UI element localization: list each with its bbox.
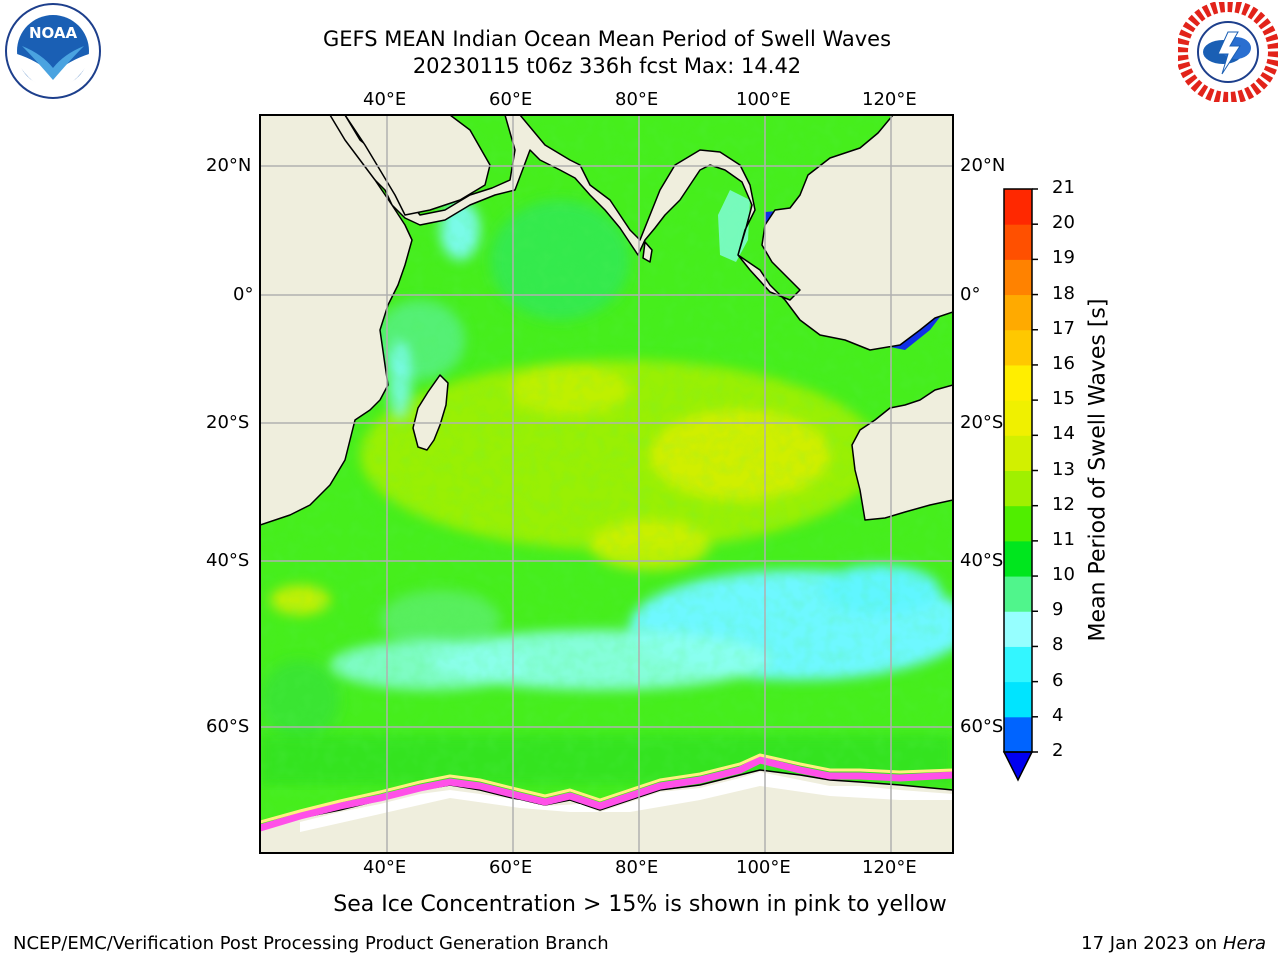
lat-tick-left: 60°S bbox=[206, 716, 250, 737]
lat-tick-left: 20°S bbox=[206, 412, 250, 433]
lat-tick-right: 0° bbox=[960, 284, 981, 305]
sri-lanka bbox=[642, 241, 653, 263]
colorbar-tick-label: 8 bbox=[1052, 634, 1064, 656]
colorbar-tick-label: 10 bbox=[1052, 564, 1075, 586]
colorbar-tick-label: 19 bbox=[1052, 247, 1075, 269]
colorbar-swatch bbox=[1004, 470, 1032, 507]
colorbar-swatch bbox=[1004, 189, 1032, 225]
sea-ice-note: Sea Ice Concentration > 15% is shown in … bbox=[333, 892, 947, 917]
lon-tick-bottom: 120°E bbox=[862, 857, 917, 878]
colorbar-swatch bbox=[1004, 681, 1032, 718]
noaa-logo-text: NOAA bbox=[29, 24, 78, 42]
lon-tick-bottom: 100°E bbox=[736, 857, 791, 878]
map-title: GEFS MEAN Indian Ocean Mean Period of Sw… bbox=[322, 27, 892, 51]
lat-tick-left: 20°N bbox=[206, 155, 252, 176]
sea-ice-region bbox=[260, 753, 953, 832]
colorbar-swatch bbox=[1004, 505, 1032, 542]
colorbar-tick-label: 4 bbox=[1052, 704, 1064, 726]
colorbar-swatch bbox=[1004, 576, 1032, 612]
lon-tick-top: 80°E bbox=[615, 89, 659, 110]
colorbar-swatch bbox=[1004, 329, 1032, 366]
nws-logo bbox=[1178, 2, 1278, 102]
lon-tick-bottom: 60°E bbox=[489, 857, 533, 878]
colorbar-swatch bbox=[1004, 540, 1032, 577]
lat-tick-right: 20°S bbox=[960, 412, 1004, 433]
colorbar-tick-label: 21 bbox=[1052, 177, 1075, 198]
colorbar-tick-label: 12 bbox=[1052, 493, 1075, 515]
colorbar-tick-label: 16 bbox=[1052, 352, 1075, 374]
lat-tick-right: 20°N bbox=[960, 155, 1006, 176]
colorbar-swatch bbox=[1004, 224, 1032, 260]
colorbar-tick-label: 18 bbox=[1052, 282, 1075, 304]
machine-name: Hera bbox=[1222, 933, 1266, 954]
lon-tick-top: 60°E bbox=[489, 89, 533, 110]
colorbar-swatch bbox=[1004, 646, 1032, 683]
colorbar-swatch bbox=[1004, 259, 1032, 296]
colorbar-swatch bbox=[1004, 400, 1032, 436]
africa-arabia-land bbox=[260, 115, 953, 351]
graticule bbox=[260, 115, 953, 853]
colorbar-swatch bbox=[1004, 435, 1032, 471]
run-date-text: 17 Jan 2023 on bbox=[1081, 933, 1218, 954]
colorbar-tick-label: 17 bbox=[1052, 317, 1075, 339]
map-frame bbox=[259, 114, 954, 854]
colorbar-swatch bbox=[1004, 294, 1032, 331]
australia bbox=[851, 384, 953, 521]
map-subtitle: 20230115 t06z 336h fcst Max: 14.42 bbox=[412, 54, 802, 78]
colorbar-tick-label: 15 bbox=[1052, 388, 1075, 410]
lon-tick-bottom: 80°E bbox=[615, 857, 659, 878]
run-date: 17 Jan 2023 on Hera bbox=[1081, 933, 1266, 954]
colorbar-tick-label: 13 bbox=[1052, 458, 1075, 480]
colorbar-swatch bbox=[1004, 364, 1032, 401]
colorbar-under-triangle bbox=[1002, 751, 1034, 782]
colorbar-swatch bbox=[1004, 716, 1032, 753]
colorbar-tick-label: 20 bbox=[1052, 212, 1075, 234]
lat-tick-right: 60°S bbox=[960, 716, 1004, 737]
colorbar-label: Mean Period of Swell Waves [s] bbox=[1085, 298, 1111, 642]
colorbar-tick-label: 11 bbox=[1052, 528, 1075, 550]
noaa-logo: NOAA bbox=[5, 3, 101, 99]
lon-tick-top: 40°E bbox=[363, 89, 407, 110]
lat-tick-right: 40°S bbox=[960, 550, 1004, 571]
colorbar-tick-label: 2 bbox=[1052, 740, 1064, 761]
colorbar-tick-label: 9 bbox=[1052, 599, 1064, 621]
lon-tick-top: 120°E bbox=[862, 89, 917, 110]
lat-tick-left: 40°S bbox=[206, 550, 250, 571]
lon-tick-top: 100°E bbox=[736, 89, 791, 110]
lat-tick-left: 0° bbox=[233, 284, 254, 305]
madagascar bbox=[412, 374, 449, 451]
colorbar-tick-label: 6 bbox=[1052, 669, 1064, 691]
lon-tick-bottom: 40°E bbox=[363, 857, 407, 878]
colorbar-swatch bbox=[1004, 611, 1032, 647]
producer-credit: NCEP/EMC/Verification Post Processing Pr… bbox=[13, 933, 609, 954]
colorbar-tick-label: 14 bbox=[1052, 423, 1075, 445]
